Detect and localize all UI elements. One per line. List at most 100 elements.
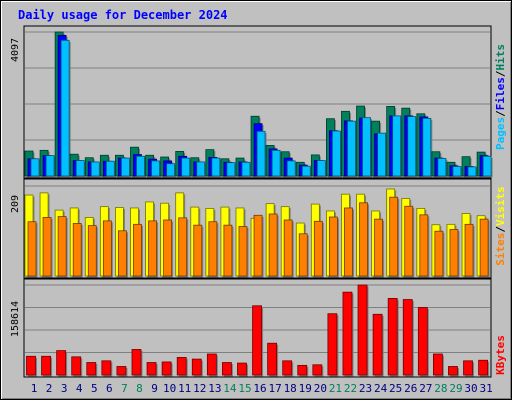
- kbytes-bar-kbytes-day-15: [237, 362, 247, 376]
- kbytes-bar-kbytes-day-13: [206, 353, 217, 376]
- hits-files-pages-bar-pages-day-17: [271, 149, 281, 177]
- kbytes-bar-kbytes-day-8: [131, 349, 142, 376]
- visits-sites-bar-sites-day-27: [419, 214, 429, 277]
- x-tick-day-18: 18: [284, 382, 297, 395]
- hits-files-pages-bar-pages-day-18: [286, 160, 296, 177]
- legend-item: /: [494, 226, 507, 233]
- visits-sites-bar-sites-day-28: [434, 230, 444, 277]
- x-tick-day-23: 23: [359, 382, 372, 395]
- visits-sites-bar-sites-day-18: [283, 219, 293, 277]
- kbytes-bar-kbytes-day-11: [176, 357, 187, 376]
- x-tick-day-16: 16: [253, 382, 266, 395]
- x-tick-day-24: 24: [374, 382, 388, 395]
- ymax-label-kbytes: 158614: [10, 301, 21, 337]
- visits-sites-bar-sites-day-30: [464, 223, 474, 277]
- legend-pages-files-hits: Pages/Files/Hits: [494, 44, 507, 150]
- visits-sites-bar-sites-day-15: [238, 226, 248, 277]
- x-tick-day-7: 7: [121, 382, 128, 395]
- kbytes-bar-kbytes-day-16: [252, 305, 262, 376]
- visits-sites-bar-sites-day-12: [193, 224, 203, 277]
- kbytes-bar-kbytes-day-2: [41, 355, 51, 376]
- kbytes-bar-kbytes-day-19: [297, 364, 308, 376]
- visits-sites-bar-sites-day-29: [449, 229, 459, 277]
- hits-files-pages-bar-pages-day-10: [166, 163, 176, 177]
- hits-files-pages-bar-pages-day-27: [422, 117, 432, 177]
- kbytes-bar-kbytes-day-20: [312, 364, 323, 376]
- visits-sites-bar-sites-day-20: [313, 220, 323, 277]
- visits-sites-bar-sites-day-16: [253, 214, 263, 277]
- hits-files-pages-bar-pages-day-8: [136, 155, 145, 177]
- x-tick-day-27: 27: [419, 382, 432, 395]
- x-tick-day-30: 30: [464, 382, 477, 395]
- kbytes-bar-kbytes-day-22: [342, 291, 353, 376]
- hits-files-pages-bar-pages-day-23: [362, 117, 371, 177]
- visits-sites-bar-sites-day-25: [389, 196, 399, 277]
- kbytes-bar-kbytes-day-29: [448, 366, 458, 376]
- visits-sites-bar-sites-day-1: [27, 221, 37, 277]
- kbytes-bar-kbytes-day-7: [116, 366, 127, 376]
- kbytes-bar-kbytes-day-23: [357, 284, 368, 376]
- x-tick-day-8: 8: [136, 382, 143, 395]
- visits-sites-bar-sites-day-8: [133, 223, 142, 277]
- kbytes-bar-kbytes-day-4: [71, 356, 82, 376]
- hits-files-pages-bar-pages-day-11: [181, 157, 191, 177]
- hits-files-pages-bar-pages-day-5: [90, 161, 100, 177]
- kbytes-bar-kbytes-day-27: [417, 307, 428, 376]
- hits-files-pages-bar-pages-day-9: [151, 160, 160, 177]
- legend-sites-visits: Sites/Visits: [494, 186, 507, 266]
- visits-sites-bar-sites-day-6: [102, 220, 112, 277]
- x-tick-day-2: 2: [46, 382, 53, 395]
- x-tick-day-9: 9: [151, 382, 158, 395]
- kbytes-bar-kbytes-day-6: [101, 360, 112, 376]
- hits-files-pages-bar-pages-day-22: [347, 120, 356, 177]
- x-tick-day-6: 6: [106, 382, 113, 395]
- hits-files-pages-bar-pages-day-24: [377, 132, 387, 177]
- legend-item: /: [494, 110, 507, 117]
- visits-sites-bar-sites-day-10: [163, 219, 173, 277]
- kbytes-bar-kbytes-day-26: [402, 299, 413, 376]
- legend-item: KBytes: [494, 335, 507, 375]
- x-tick-day-21: 21: [329, 382, 342, 395]
- visits-sites-bar-sites-day-31: [479, 218, 489, 277]
- x-tick-day-1: 1: [31, 382, 38, 395]
- visits-sites-bar-sites-day-23: [359, 202, 368, 277]
- x-tick-day-20: 20: [314, 382, 327, 395]
- hits-files-pages-bar-pages-day-6: [105, 160, 115, 177]
- x-tick-day-14: 14: [223, 382, 237, 395]
- x-tick-day-5: 5: [91, 382, 98, 395]
- legend-kbytes: KBytes: [494, 335, 507, 375]
- visits-sites-bar-sites-day-5: [87, 225, 97, 277]
- kbytes-bar-kbytes-day-9: [146, 362, 157, 376]
- x-tick-day-11: 11: [178, 382, 191, 395]
- hits-files-pages-bar-pages-day-1: [30, 158, 40, 177]
- legend-item: /: [494, 70, 507, 77]
- x-tick-day-3: 3: [61, 382, 68, 395]
- x-tick-day-28: 28: [434, 382, 447, 395]
- hits-files-pages-bar-pages-day-13: [211, 157, 221, 177]
- hits-files-pages-bar-pages-day-19: [301, 165, 311, 177]
- hits-files-pages-bar-pages-day-31: [482, 155, 492, 177]
- kbytes-bar-kbytes-day-5: [86, 362, 97, 376]
- hits-files-pages-bar-pages-day-21: [331, 130, 341, 177]
- visits-sites-bar-sites-day-4: [72, 223, 82, 277]
- visits-sites-bar-sites-day-3: [57, 216, 67, 277]
- kbytes-bar-kbytes-day-18: [282, 360, 293, 376]
- hits-files-pages-bar-pages-day-16: [256, 130, 266, 177]
- hits-files-pages-bar-pages-day-28: [437, 158, 447, 177]
- kbytes-bar-kbytes-day-1: [26, 355, 36, 376]
- x-tick-day-17: 17: [268, 382, 281, 395]
- hits-files-pages-bar-pages-day-15: [241, 161, 251, 177]
- visits-sites-bar-sites-day-14: [223, 224, 233, 277]
- x-tick-day-19: 19: [299, 382, 312, 395]
- visits-sites-bar-sites-day-24: [374, 218, 384, 277]
- x-tick-day-29: 29: [449, 382, 462, 395]
- kbytes-bar-kbytes-day-17: [267, 342, 278, 376]
- kbytes-bar-kbytes-day-14: [222, 362, 232, 376]
- hits-files-pages-bar-pages-day-30: [467, 166, 477, 177]
- legend-item: Visits: [494, 186, 507, 226]
- x-tick-day-10: 10: [163, 382, 176, 395]
- hits-files-pages-bar-pages-day-3: [60, 39, 70, 177]
- legend-item: Hits: [494, 44, 507, 71]
- hits-files-pages-bar-pages-day-26: [407, 116, 417, 177]
